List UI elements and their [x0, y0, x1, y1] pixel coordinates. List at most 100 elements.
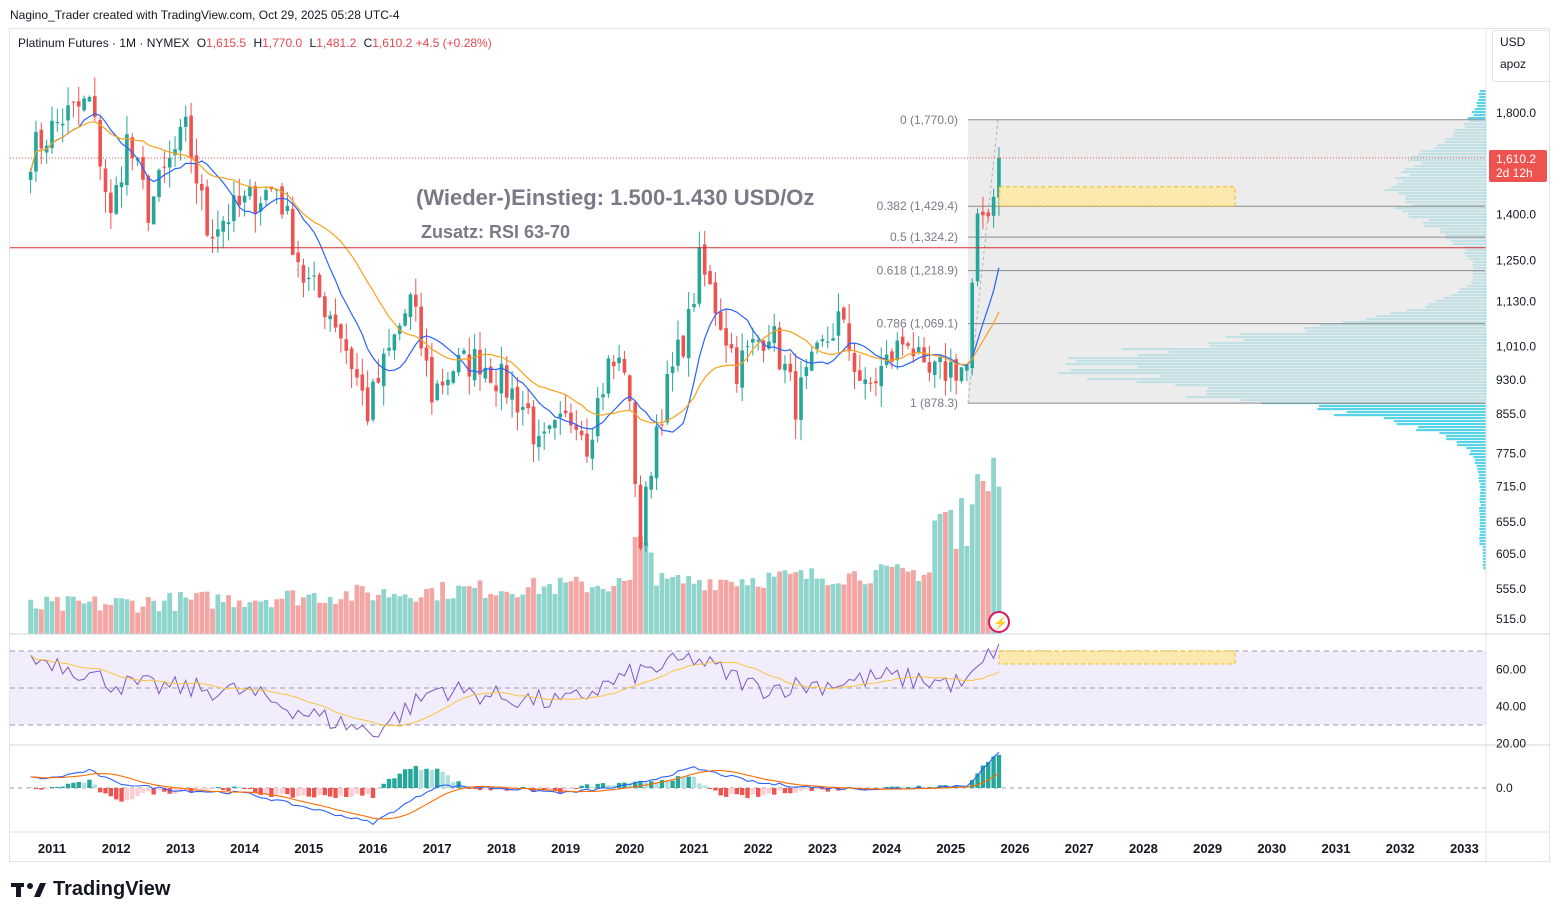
low-label: L	[309, 36, 317, 50]
volume-bar	[429, 588, 435, 634]
candle-body	[751, 338, 755, 343]
candle-body	[210, 236, 215, 239]
candle-body	[954, 359, 958, 381]
profile-bar	[1483, 567, 1486, 570]
macd-histogram-bar	[119, 788, 124, 802]
tradingview-brand: TradingView	[53, 878, 171, 900]
macd-histogram-bar	[199, 788, 204, 790]
year-tick-label: 2023	[808, 841, 837, 856]
profile-bar	[1479, 525, 1486, 528]
volume-bar	[766, 572, 772, 634]
profile-bar	[1479, 522, 1486, 525]
candle-body	[981, 211, 985, 216]
currency-selector[interactable]: USD apoz	[1492, 30, 1550, 82]
volume-bar	[317, 602, 322, 634]
macd-histogram-bar	[285, 788, 290, 795]
volume-bar	[354, 584, 360, 634]
macd-histogram-bar	[911, 787, 916, 788]
macd-histogram-bar	[900, 787, 905, 788]
candle-body	[628, 375, 632, 402]
volume-bar	[375, 594, 381, 634]
volume-bar	[793, 572, 799, 634]
volume-bar	[113, 598, 119, 634]
volume-bar	[145, 597, 151, 634]
macd-histogram-bar	[782, 788, 788, 794]
candle-body	[355, 369, 359, 378]
macd-histogram-bar	[413, 766, 418, 788]
symbol-name[interactable]: Platinum Futures · 1M · NYMEX	[18, 36, 190, 50]
candle-body	[151, 196, 156, 225]
macd-histogram-bar	[360, 788, 365, 796]
volume-bar	[814, 578, 820, 634]
tradingview-logo[interactable]: TradingView	[11, 878, 170, 901]
ma-fast-line	[30, 112, 1000, 433]
volume-bar	[729, 581, 734, 634]
candle-body	[852, 352, 857, 372]
price-tick-label: 1,130.0	[1496, 294, 1536, 308]
macd-histogram-bar	[932, 787, 937, 788]
volume-bar	[531, 577, 536, 634]
annotations[interactable]: (Wieder-)Einstieg: 1.500-1.430 USD/Oz Zus…	[10, 157, 1486, 633]
candle-body	[451, 371, 456, 383]
candle-body	[280, 186, 284, 215]
candle-body	[307, 277, 311, 280]
volume-bar	[151, 600, 157, 634]
volume-bar	[386, 597, 392, 634]
macd-histogram-bar	[263, 788, 269, 795]
volume-bar	[611, 586, 617, 634]
fibonacci-retracement[interactable]: 0 (1,770.0) 0.382 (1,429.4) 0.5 (1,324.2) 0…	[877, 113, 1485, 410]
candle-body	[922, 347, 926, 363]
candle-body	[745, 346, 750, 348]
macd-histogram-bar	[274, 788, 279, 795]
volume-bar	[579, 581, 585, 634]
candle-body	[521, 407, 525, 410]
volume-bar	[327, 597, 333, 634]
profile-bar	[1383, 417, 1486, 420]
volume-bars	[28, 457, 1002, 634]
candle-body	[793, 371, 798, 420]
candle-body	[173, 149, 177, 156]
volume-bar	[675, 575, 681, 634]
candle-body	[472, 349, 477, 381]
macd-histogram-bar	[996, 754, 1002, 788]
candle-body	[868, 382, 873, 384]
macd-histogram-bar	[905, 787, 911, 788]
profile-bar	[1479, 501, 1486, 504]
candle-body	[756, 340, 760, 342]
macd-histogram-bar	[723, 788, 729, 797]
macd-histogram-bar	[295, 788, 301, 797]
volume-bar	[49, 601, 55, 634]
candle-body	[488, 366, 493, 383]
year-tick-label: 2018	[487, 841, 516, 856]
year-tick-label: 2013	[166, 841, 195, 856]
year-tick-label: 2033	[1450, 841, 1479, 856]
price-tick-label: 605.0	[1496, 547, 1526, 561]
volume-bar	[402, 594, 408, 634]
volume-bar	[953, 548, 959, 634]
candle-body	[772, 326, 777, 344]
profile-bar	[1476, 102, 1486, 105]
candle-body	[200, 183, 204, 191]
candle-body	[670, 366, 675, 374]
profile-bar	[1334, 414, 1486, 417]
price-tick-label: 855.0	[1496, 407, 1526, 421]
volume-bar	[71, 596, 76, 634]
candle-body	[927, 362, 932, 373]
volume-bar	[103, 604, 108, 634]
volume-bar	[809, 568, 815, 634]
profile-bar	[1479, 486, 1486, 489]
year-tick-label: 2026	[1001, 841, 1030, 856]
volume-bar	[943, 512, 948, 634]
macd-histogram-bar	[627, 783, 632, 788]
candle-body	[178, 126, 183, 151]
macd-histogram-bar	[895, 786, 900, 788]
volume-bar	[279, 598, 285, 634]
profile-bar	[1466, 447, 1486, 450]
candle-body	[965, 365, 969, 371]
macd-histogram-bar	[33, 788, 39, 789]
volume-bar	[434, 600, 440, 634]
macd-histogram-bar	[809, 788, 814, 792]
candle-body	[253, 186, 258, 215]
volume-bar	[424, 588, 429, 634]
